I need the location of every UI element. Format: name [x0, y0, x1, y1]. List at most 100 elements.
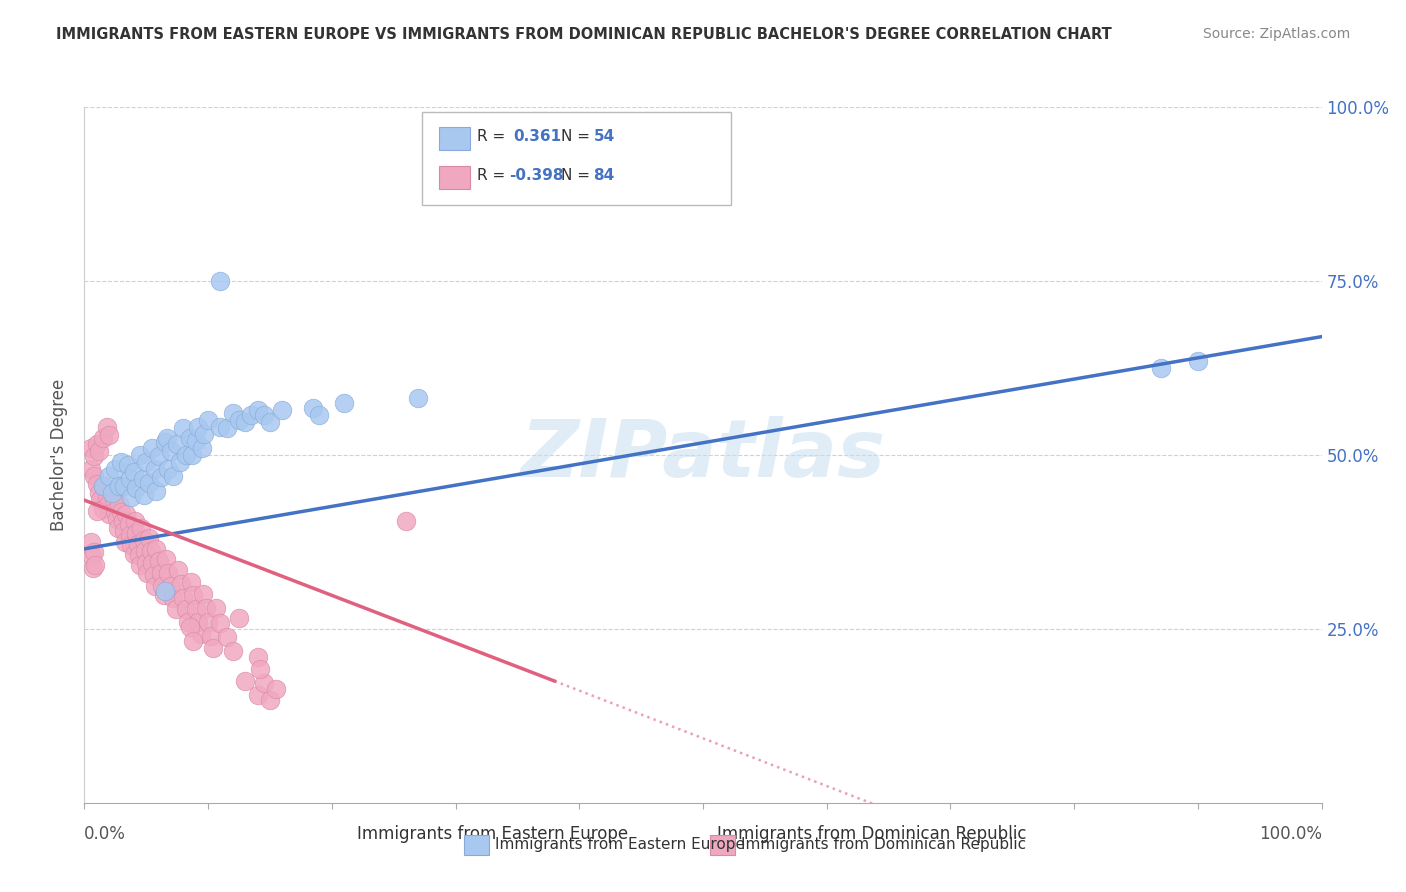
Text: R =: R =: [477, 129, 510, 144]
Point: [150, 579, 173, 593]
Point: [165, 602, 187, 616]
Point: [107, 521, 129, 535]
Point: [112, 524, 135, 539]
Point: [160, 579, 183, 593]
Point: [184, 434, 207, 448]
Point: [197, 413, 219, 427]
Point: [209, 616, 232, 631]
Point: [150, 566, 173, 581]
Point: [98, 468, 121, 483]
Point: [215, 630, 238, 644]
Point: [89, 493, 111, 508]
Text: -0.398: -0.398: [509, 169, 564, 183]
Text: Source: ZipAtlas.com: Source: ZipAtlas.com: [1202, 27, 1350, 41]
Point: [187, 420, 209, 434]
Point: [246, 649, 269, 664]
Point: [138, 475, 160, 490]
Point: [1150, 360, 1173, 375]
Point: [143, 579, 166, 593]
Point: [125, 481, 148, 495]
Point: [162, 468, 184, 483]
Point: [83, 450, 105, 464]
Point: [148, 554, 170, 568]
Point: [180, 574, 202, 589]
Point: [259, 693, 281, 707]
Point: [143, 462, 166, 476]
Point: [96, 490, 118, 504]
Point: [118, 517, 141, 532]
Point: [197, 615, 219, 629]
Text: Immigrants from Dominican Republic: Immigrants from Dominican Republic: [717, 825, 1026, 843]
Point: [124, 514, 146, 528]
Point: [156, 431, 179, 445]
Point: [110, 455, 132, 469]
Point: [308, 408, 330, 422]
Text: 0.0%: 0.0%: [84, 825, 127, 843]
Point: [209, 274, 232, 288]
Point: [181, 448, 204, 462]
Point: [83, 545, 105, 559]
Point: [259, 415, 281, 429]
Point: [135, 455, 157, 469]
Text: Immigrants from Dominican Republic: Immigrants from Dominican Republic: [741, 838, 1026, 852]
Point: [191, 441, 214, 455]
Point: [91, 502, 114, 516]
Point: [117, 458, 139, 473]
Point: [142, 567, 165, 582]
Point: [200, 629, 222, 643]
Point: [108, 479, 131, 493]
Point: [233, 674, 256, 689]
Point: [395, 514, 418, 528]
Point: [89, 444, 111, 458]
Point: [228, 413, 250, 427]
Point: [155, 552, 177, 566]
Point: [249, 662, 271, 676]
Point: [135, 556, 157, 570]
Point: [228, 611, 250, 625]
Point: [222, 644, 245, 658]
Point: [1187, 354, 1209, 368]
Point: [204, 601, 226, 615]
Point: [240, 408, 263, 422]
Point: [177, 615, 200, 629]
Point: [122, 466, 145, 480]
Point: [110, 505, 132, 519]
Point: [79, 441, 101, 455]
Point: [122, 547, 145, 561]
Point: [105, 512, 128, 526]
Point: [128, 548, 150, 562]
Point: [83, 468, 105, 483]
Point: [152, 589, 174, 603]
Point: [170, 576, 193, 591]
Point: [98, 507, 121, 521]
Text: 100.0%: 100.0%: [1258, 825, 1322, 843]
Point: [302, 401, 325, 415]
Text: 0.361: 0.361: [513, 129, 561, 144]
Point: [104, 462, 127, 476]
Point: [174, 602, 197, 616]
Point: [120, 538, 142, 552]
Point: [253, 408, 276, 422]
Point: [179, 620, 201, 634]
Point: [184, 602, 207, 616]
Text: 84: 84: [593, 169, 614, 183]
Point: [129, 521, 152, 535]
Point: [86, 477, 108, 491]
Point: [181, 589, 204, 603]
Point: [202, 641, 225, 656]
Point: [129, 448, 152, 462]
Point: [246, 402, 269, 417]
Point: [148, 450, 170, 464]
Point: [91, 431, 114, 445]
Point: [125, 525, 148, 540]
Point: [141, 544, 163, 558]
Point: [120, 490, 142, 504]
Point: [233, 415, 256, 429]
Point: [246, 688, 269, 702]
Point: [93, 479, 115, 493]
Point: [98, 428, 121, 442]
Point: [157, 462, 180, 476]
Point: [172, 421, 194, 435]
Point: [141, 556, 163, 570]
Point: [174, 448, 197, 462]
